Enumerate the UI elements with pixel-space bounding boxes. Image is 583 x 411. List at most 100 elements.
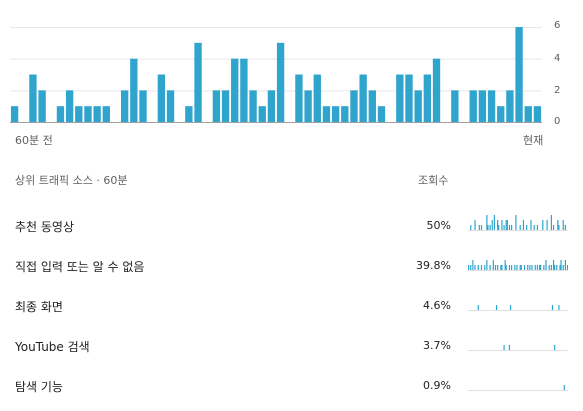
views-bar [38, 90, 46, 122]
views-bar [451, 90, 459, 122]
sparkline-bar [474, 265, 476, 270]
views-bar [120, 90, 129, 122]
views-bar [139, 90, 147, 122]
sparkline-bar [497, 220, 499, 230]
y-tick-label: 4 [554, 53, 561, 64]
sparkline-bar [484, 265, 486, 270]
traffic-source-percent: 39.8% [416, 259, 451, 272]
sparkline-bar [477, 305, 479, 310]
traffic-source-percent: 3.7% [423, 339, 451, 352]
sparkline-bar [530, 220, 532, 230]
views-bar [84, 106, 92, 122]
sparkline-bar [526, 225, 528, 230]
views-bar [240, 58, 248, 122]
views-bar [10, 106, 19, 122]
views-bar [533, 106, 542, 122]
traffic-source-label: 최종 화면 [15, 300, 63, 314]
traffic-source-sparkline [468, 345, 568, 351]
sparkline-bar [516, 265, 518, 270]
views-bar [157, 74, 166, 122]
sparkline-bar [562, 220, 564, 230]
views-bar [185, 106, 193, 122]
sparkline-bar [486, 260, 488, 270]
sparkline-bar [486, 215, 488, 230]
views-bar [506, 90, 514, 122]
traffic-source-sparkline [468, 260, 568, 271]
views-bar [75, 106, 83, 122]
sparkline-bar [545, 260, 547, 270]
sparkline-bar [552, 225, 555, 230]
sparkline-bar [557, 220, 559, 230]
sparkline-bar [504, 260, 506, 270]
views-bar [432, 58, 441, 122]
sparkline-bar [554, 265, 556, 270]
sparkline-bar [506, 220, 508, 230]
views-bar [524, 106, 532, 122]
y-tick-label: 2 [554, 85, 561, 96]
traffic-source-label: YouTube 검색 [15, 340, 90, 354]
traffic-source-percent: 4.6% [423, 299, 451, 312]
views-bar [350, 90, 358, 122]
sparkline-bar [520, 265, 522, 270]
sparkline-bar [534, 265, 536, 270]
sparkline-bar [487, 225, 489, 230]
sparkline-bar [511, 225, 513, 230]
traffic-sources-header: 상위 트래픽 소스 · 60분 [15, 174, 128, 187]
sparkline-bar [531, 265, 533, 270]
views-bar [368, 90, 376, 122]
views-bar [515, 27, 523, 122]
sparkline-bar [548, 265, 550, 270]
sparkline-bar [564, 225, 566, 230]
sparkline-bar [501, 265, 503, 270]
sparkline-bar [489, 225, 491, 230]
sparkline-bar [477, 265, 479, 270]
views-bar [377, 106, 386, 122]
sparkline-bar [489, 265, 491, 270]
sparkline-bar [562, 265, 564, 270]
sparkline-bar [550, 265, 552, 270]
sparkline-bar [494, 265, 497, 270]
views-bar [304, 90, 312, 122]
views-bar [258, 106, 266, 122]
sparkline-bar [559, 265, 561, 270]
views-bar [359, 74, 367, 122]
traffic-source-sparkline [468, 215, 568, 231]
x-axis-start-label: 60분 전 [15, 134, 53, 147]
sparkline-bar [523, 265, 526, 270]
sparkline-bar [543, 265, 545, 270]
sparkline-bar [554, 345, 556, 350]
sparkline-bar [540, 265, 542, 270]
sparkline-bar [527, 265, 529, 270]
sparkline-bar [514, 265, 516, 270]
sparkline-bar [519, 225, 521, 230]
sparkline-bar [522, 220, 525, 230]
sparkline-bar [538, 265, 541, 270]
views-bar [65, 90, 74, 122]
sparkline-bar [505, 220, 507, 230]
views-bar [29, 74, 37, 122]
traffic-source-sparkline [468, 385, 568, 391]
sparkline-bar [503, 345, 505, 350]
sparkline-bar [509, 305, 512, 310]
views-bar [423, 74, 432, 122]
sparkline-bar [519, 265, 521, 270]
views-bar [341, 106, 349, 122]
views-bar [478, 90, 487, 122]
sparkline-bar [468, 265, 470, 270]
traffic-source-sparkline [468, 305, 568, 311]
sparkline-bar [505, 265, 507, 270]
views-bar [166, 90, 175, 122]
sparkline-bar [508, 345, 511, 350]
views-bar [414, 90, 422, 122]
sparkline-bar [529, 265, 531, 270]
views-bar [396, 74, 404, 122]
sparkline-bar [501, 220, 503, 230]
y-tick-label: 0 [554, 116, 561, 127]
views-bar [322, 106, 331, 122]
sparkline-bar [563, 385, 565, 390]
sparkline-bar [493, 215, 496, 230]
y-tick-label: 6 [554, 20, 561, 31]
sparkline-bar [508, 265, 511, 270]
sparkline-bar [508, 225, 511, 230]
sparkline-bar [515, 215, 517, 230]
